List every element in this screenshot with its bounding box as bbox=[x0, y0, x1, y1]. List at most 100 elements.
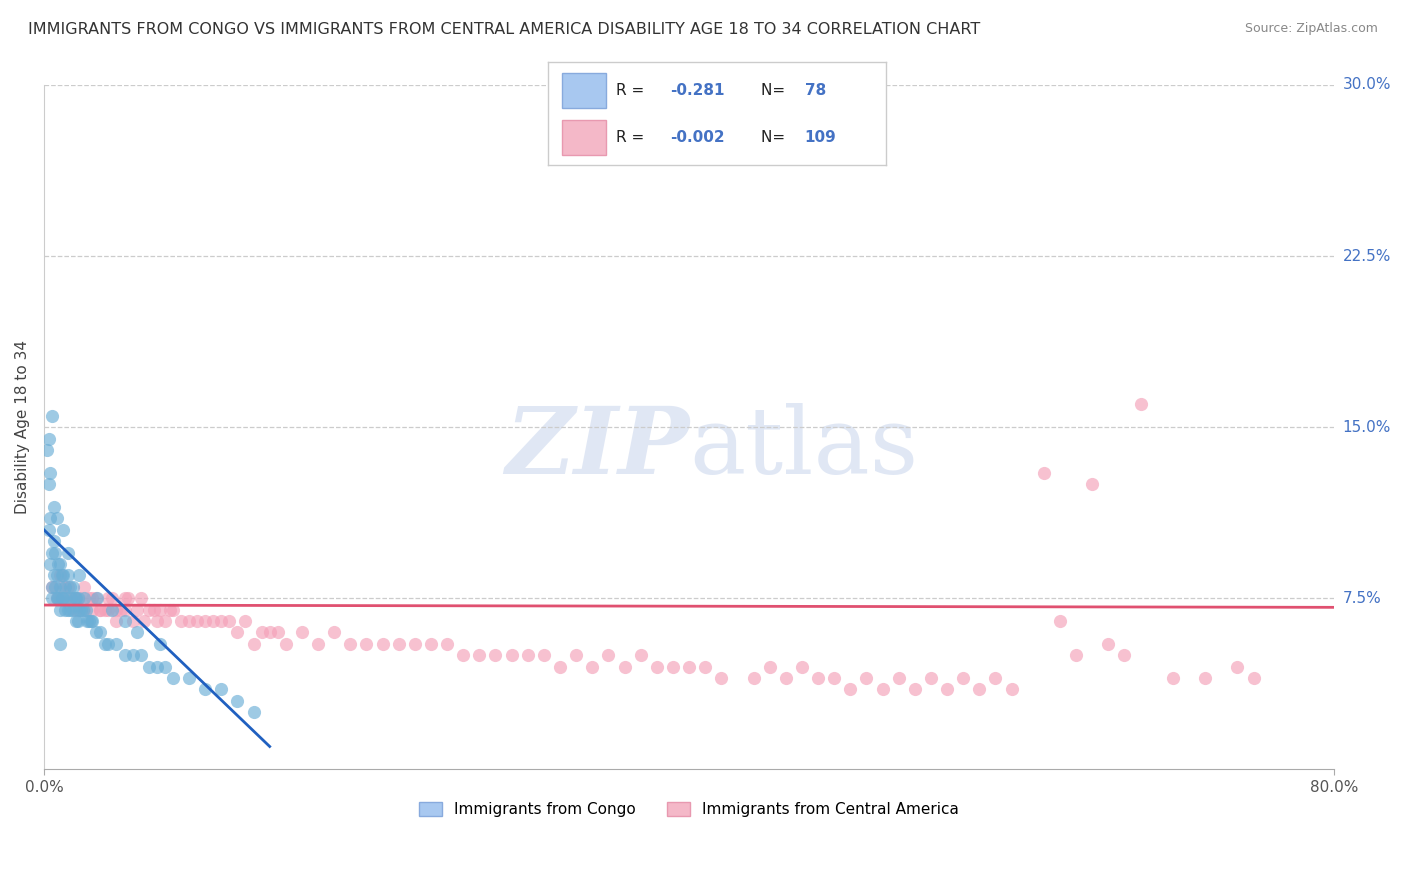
Point bbox=[73, 580, 96, 594]
Point bbox=[94, 637, 117, 651]
Point bbox=[38, 477, 60, 491]
Point bbox=[565, 648, 588, 663]
Point bbox=[41, 580, 63, 594]
Text: N=: N= bbox=[761, 83, 790, 97]
Point bbox=[484, 648, 506, 663]
Point bbox=[49, 637, 72, 651]
Point bbox=[388, 637, 411, 651]
Text: IMMIGRANTS FROM CONGO VS IMMIGRANTS FROM CENTRAL AMERICA DISABILITY AGE 18 TO 34: IMMIGRANTS FROM CONGO VS IMMIGRANTS FROM… bbox=[28, 22, 980, 37]
Text: 109: 109 bbox=[804, 130, 837, 145]
Point bbox=[100, 602, 122, 616]
Point bbox=[127, 625, 149, 640]
Point bbox=[177, 671, 200, 685]
Point bbox=[468, 648, 491, 663]
Point bbox=[420, 637, 443, 651]
Point bbox=[904, 682, 927, 697]
Point bbox=[307, 637, 329, 651]
Point bbox=[73, 602, 96, 616]
Point bbox=[73, 591, 96, 606]
Text: N=: N= bbox=[761, 130, 790, 145]
Point bbox=[356, 637, 378, 651]
Point bbox=[41, 580, 63, 594]
Point bbox=[138, 659, 160, 673]
Point bbox=[62, 591, 84, 606]
Point bbox=[371, 637, 394, 651]
Point bbox=[49, 602, 72, 616]
Point bbox=[39, 511, 62, 525]
Point bbox=[63, 591, 86, 606]
Point bbox=[48, 591, 70, 606]
Point bbox=[72, 602, 94, 616]
Point bbox=[1081, 477, 1104, 491]
Point bbox=[105, 602, 128, 616]
Point bbox=[695, 659, 717, 673]
Point bbox=[678, 659, 700, 673]
Point bbox=[89, 602, 111, 616]
Y-axis label: Disability Age 18 to 34: Disability Age 18 to 34 bbox=[15, 340, 30, 514]
Point bbox=[89, 602, 111, 616]
Point bbox=[1243, 671, 1265, 685]
Point bbox=[533, 648, 555, 663]
Point bbox=[41, 591, 63, 606]
Point bbox=[67, 568, 90, 582]
Point bbox=[202, 614, 225, 628]
FancyBboxPatch shape bbox=[562, 73, 606, 108]
Point bbox=[82, 614, 104, 628]
Point bbox=[242, 706, 264, 720]
Point bbox=[53, 580, 76, 594]
Point bbox=[1064, 648, 1087, 663]
Point bbox=[1114, 648, 1136, 663]
Point bbox=[56, 568, 79, 582]
Point bbox=[52, 523, 75, 537]
Point bbox=[149, 637, 172, 651]
Point bbox=[117, 591, 139, 606]
Point bbox=[291, 625, 314, 640]
Point bbox=[194, 682, 217, 697]
Point bbox=[42, 500, 65, 514]
Point bbox=[162, 602, 184, 616]
Point bbox=[226, 625, 249, 640]
Point bbox=[710, 671, 733, 685]
Point bbox=[839, 682, 862, 697]
Point bbox=[613, 659, 636, 673]
Point bbox=[259, 625, 281, 640]
Point bbox=[82, 591, 104, 606]
Point bbox=[274, 637, 297, 651]
Point bbox=[100, 591, 122, 606]
Point bbox=[55, 591, 77, 606]
Point bbox=[66, 614, 89, 628]
Text: atlas: atlas bbox=[689, 402, 918, 492]
Point bbox=[42, 534, 65, 549]
Point bbox=[49, 568, 72, 582]
Point bbox=[855, 671, 877, 685]
Text: 22.5%: 22.5% bbox=[1343, 249, 1391, 263]
Point bbox=[56, 602, 79, 616]
Point bbox=[114, 648, 136, 663]
Point bbox=[97, 591, 120, 606]
Text: -0.002: -0.002 bbox=[669, 130, 724, 145]
Point bbox=[969, 682, 991, 697]
Point bbox=[267, 625, 290, 640]
Text: -0.281: -0.281 bbox=[669, 83, 724, 97]
Point bbox=[662, 659, 685, 673]
Point bbox=[451, 648, 474, 663]
Point bbox=[94, 602, 117, 616]
Point bbox=[775, 671, 797, 685]
Legend: Immigrants from Congo, Immigrants from Central America: Immigrants from Congo, Immigrants from C… bbox=[413, 796, 965, 823]
Point bbox=[65, 602, 87, 616]
Point bbox=[581, 659, 603, 673]
Point bbox=[89, 625, 111, 640]
Text: ZIP: ZIP bbox=[505, 402, 689, 492]
Point bbox=[598, 648, 620, 663]
Point bbox=[66, 591, 89, 606]
Point bbox=[114, 591, 136, 606]
Point bbox=[86, 591, 108, 606]
Point bbox=[45, 511, 67, 525]
Point bbox=[645, 659, 668, 673]
Point bbox=[114, 602, 136, 616]
Point bbox=[42, 568, 65, 582]
Point bbox=[186, 614, 208, 628]
Point bbox=[56, 591, 79, 606]
Point bbox=[790, 659, 813, 673]
Text: R =: R = bbox=[616, 130, 650, 145]
